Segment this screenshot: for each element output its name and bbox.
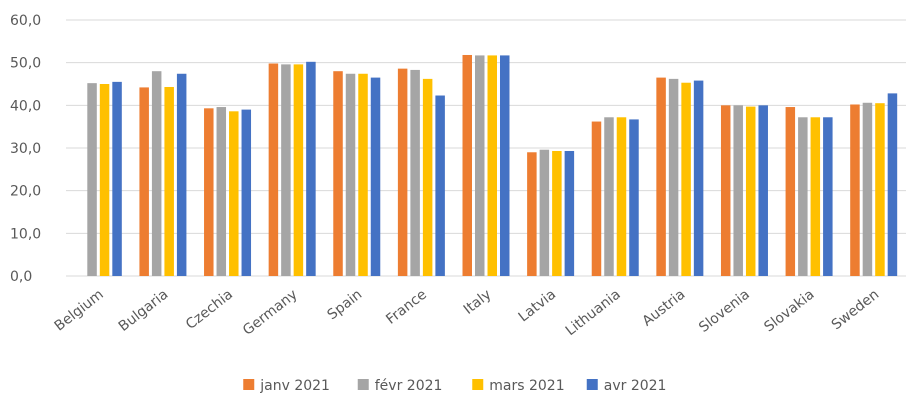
bar bbox=[475, 55, 485, 277]
y-tick-label: 0,0 bbox=[10, 269, 32, 285]
bar bbox=[139, 87, 149, 276]
bar bbox=[527, 152, 537, 276]
bar bbox=[758, 105, 768, 276]
bar bbox=[268, 63, 279, 276]
legend-swatch bbox=[586, 379, 598, 390]
bar bbox=[333, 71, 343, 276]
bar bbox=[823, 117, 833, 276]
x-tick-label: Belgium bbox=[52, 287, 107, 335]
bar bbox=[99, 84, 110, 276]
y-tick-label: 20,0 bbox=[10, 184, 41, 200]
y-tick-label: 50,0 bbox=[10, 56, 41, 72]
bar bbox=[798, 117, 808, 276]
bar bbox=[656, 77, 666, 276]
bar bbox=[435, 95, 445, 277]
x-tick-label: Spain bbox=[325, 287, 366, 324]
bar bbox=[151, 71, 162, 276]
bar bbox=[370, 77, 381, 276]
legend-label: mars 2021 bbox=[489, 378, 564, 394]
bar bbox=[293, 64, 304, 276]
bar bbox=[693, 80, 704, 276]
x-tick-label: Slovakia bbox=[761, 287, 817, 336]
x-tick-label: Italy bbox=[461, 287, 495, 318]
legend-swatch bbox=[357, 379, 369, 390]
bar bbox=[564, 150, 575, 276]
bar bbox=[241, 109, 252, 276]
bar bbox=[487, 55, 497, 277]
bar bbox=[745, 106, 756, 276]
y-tick-label: 40,0 bbox=[10, 98, 41, 114]
bar bbox=[281, 64, 291, 276]
bar bbox=[810, 117, 821, 276]
x-tick-label: Lithuania bbox=[563, 287, 624, 340]
bar bbox=[87, 83, 97, 276]
bar bbox=[306, 61, 316, 277]
x-tick-label: France bbox=[383, 287, 430, 328]
bar bbox=[229, 111, 239, 276]
bar bbox=[552, 150, 562, 276]
bar bbox=[629, 119, 639, 276]
bar bbox=[850, 104, 860, 276]
legend-label: avr 2021 bbox=[604, 378, 667, 394]
bar bbox=[462, 54, 472, 277]
legend-label: janv 2021 bbox=[259, 378, 330, 394]
y-tick-label: 60,0 bbox=[10, 13, 41, 29]
bar bbox=[112, 81, 122, 276]
x-tick-label: Germany bbox=[240, 287, 301, 339]
x-tick-label: Latvia bbox=[516, 287, 559, 326]
bar bbox=[358, 73, 368, 276]
bar bbox=[720, 105, 731, 276]
bar bbox=[591, 121, 602, 277]
bar bbox=[616, 117, 627, 276]
bar bbox=[604, 117, 614, 276]
bar bbox=[345, 73, 356, 276]
bar bbox=[216, 107, 227, 276]
bar bbox=[500, 55, 510, 277]
x-tick-label: Austria bbox=[639, 287, 688, 330]
y-tick-label: 10,0 bbox=[10, 226, 41, 242]
legend-label: févr 2021 bbox=[375, 378, 443, 394]
x-tick-label: Czechia bbox=[183, 287, 236, 333]
bar bbox=[862, 102, 873, 276]
bar bbox=[668, 78, 679, 276]
bar bbox=[397, 68, 408, 276]
bar bbox=[422, 78, 433, 276]
legend-swatch bbox=[243, 379, 255, 390]
bar bbox=[410, 69, 420, 276]
bar bbox=[204, 108, 214, 276]
x-tick-label: Sweden bbox=[829, 287, 882, 334]
bar bbox=[887, 93, 898, 277]
bar bbox=[875, 103, 885, 276]
x-tick-label: Slovenia bbox=[696, 287, 753, 336]
x-tick-label: Bulgaria bbox=[116, 287, 172, 335]
y-tick-label: 30,0 bbox=[10, 141, 41, 157]
bar bbox=[164, 86, 174, 276]
bar bbox=[539, 149, 550, 276]
bar bbox=[681, 82, 691, 276]
bar bbox=[733, 105, 743, 276]
legend-swatch bbox=[472, 379, 484, 390]
bar bbox=[176, 73, 187, 276]
bar bbox=[785, 107, 796, 276]
